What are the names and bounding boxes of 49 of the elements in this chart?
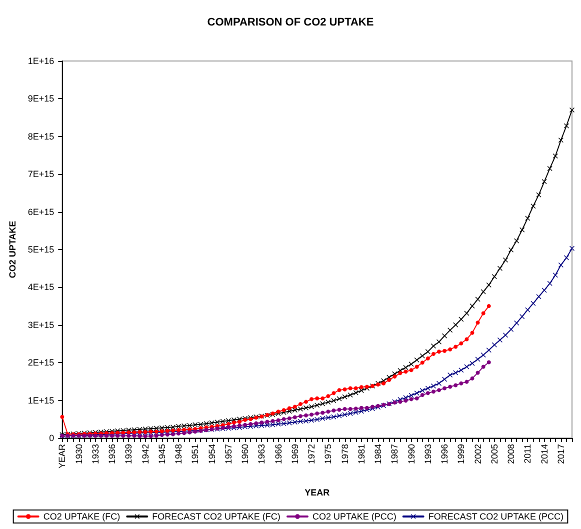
x-tick-label: 2002 xyxy=(472,444,483,464)
y-tick-label: 3E+15 xyxy=(28,320,54,330)
x-tick-label: 2008 xyxy=(506,444,516,464)
x-tick-label: 1999 xyxy=(456,444,466,464)
y-tick-label: 1E+16 xyxy=(28,56,54,66)
x-axis-title: YEAR xyxy=(304,488,330,498)
x-tick-label: 1975 xyxy=(323,444,334,464)
x-tick-label: 1987 xyxy=(390,444,400,464)
x-tick-label: YEAR xyxy=(57,444,68,469)
x-tick-label: 1981 xyxy=(356,444,366,464)
x-tick-label: 1936 xyxy=(107,444,118,464)
x-tick-label: 2011 xyxy=(522,444,533,464)
x-tick-label: 1969 xyxy=(290,444,300,464)
y-tick-label: 2E+15 xyxy=(28,358,54,368)
x-tick-label: 1957 xyxy=(223,444,234,464)
x-tick-label: 1954 xyxy=(206,444,217,464)
legend-label: FORECAST CO2 UPTAKE (PCC) xyxy=(428,512,564,522)
x-tick-label: 1939 xyxy=(124,444,134,464)
chart-title: COMPARISON OF CO2 UPTAKE xyxy=(207,16,374,28)
x-tick-label: 1960 xyxy=(240,444,250,464)
y-tick-label: 1E+15 xyxy=(28,395,54,406)
y-tick-label: 6E+15 xyxy=(28,206,54,217)
x-tick-label: 1993 xyxy=(422,444,433,464)
x-tick-label: 1984 xyxy=(373,444,384,464)
y-tick-label: 4E+15 xyxy=(28,282,54,292)
x-tick-label: 2014 xyxy=(539,444,550,464)
x-tick-label: 1963 xyxy=(256,444,267,464)
x-tick-label: 1930 xyxy=(74,444,84,464)
y-tick-label: 9E+15 xyxy=(28,94,54,104)
x-tick-label: 1951 xyxy=(190,444,200,464)
x-tick-label: 2017 xyxy=(556,444,566,464)
legend-label: FORECAST CO2 UPTAKE (FC) xyxy=(152,512,280,522)
y-tick-label: 0 xyxy=(49,433,54,443)
x-tick-label: 1966 xyxy=(273,444,284,464)
x-tick-label: 1978 xyxy=(340,444,350,464)
x-tick-label: 1948 xyxy=(174,444,184,464)
x-tick-label: 1996 xyxy=(440,444,450,464)
y-tick-label: 5E+15 xyxy=(28,244,54,254)
x-tick-label: 1945 xyxy=(156,444,167,464)
legend-label: CO2 UPTAKE (PCC) xyxy=(312,512,396,522)
legend-label: CO2 UPTAKE (FC) xyxy=(43,512,120,522)
y-axis-title: CO2 UPTAKE xyxy=(8,220,18,278)
x-tick-label: 1972 xyxy=(306,444,317,464)
x-tick-label: 1933 xyxy=(90,444,100,464)
y-tick-label: 7E+15 xyxy=(28,169,54,180)
y-tick-label: 8E+15 xyxy=(28,131,54,142)
x-tick-label: 1942 xyxy=(140,444,150,464)
x-tick-label: 2005 xyxy=(489,444,500,464)
x-tick-label: 1990 xyxy=(406,444,416,464)
